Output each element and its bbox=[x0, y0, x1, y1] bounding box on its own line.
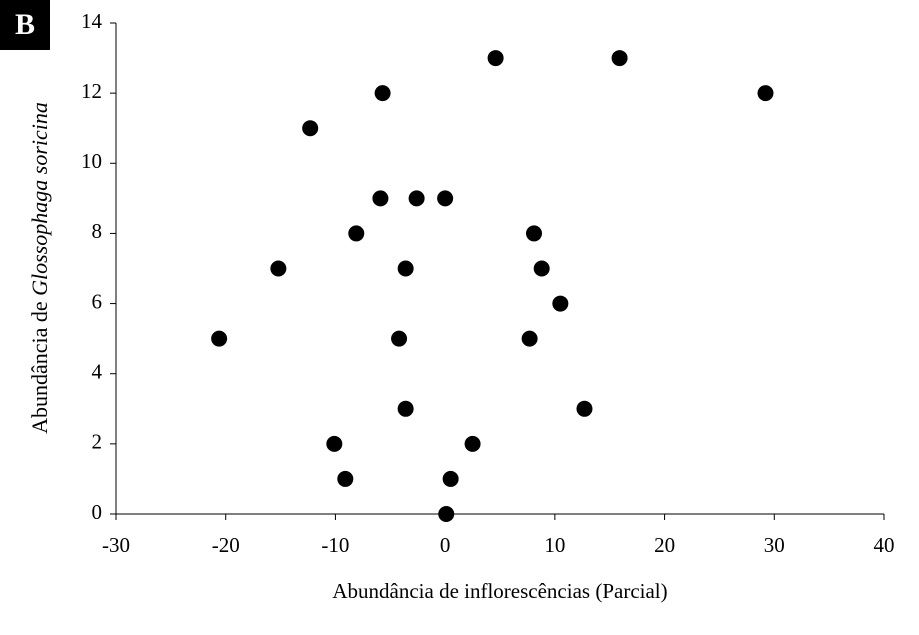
point bbox=[438, 506, 455, 522]
panel-label-box bbox=[0, 0, 50, 50]
y-tick-label: 10 bbox=[81, 149, 102, 173]
point bbox=[526, 225, 543, 242]
y-axis-label-species: Glossophaga soricina bbox=[27, 102, 52, 296]
y-tick-label: 4 bbox=[92, 360, 103, 384]
x-tick-label: 20 bbox=[654, 533, 675, 557]
y-tick-label: 12 bbox=[81, 79, 102, 103]
y-axis-label: Abundância de Glossophaga soricina bbox=[27, 102, 52, 434]
point bbox=[576, 400, 593, 417]
point bbox=[408, 190, 425, 207]
point bbox=[397, 400, 414, 417]
point bbox=[487, 50, 504, 67]
point bbox=[397, 260, 414, 277]
point bbox=[464, 435, 481, 452]
x-tick-label: -30 bbox=[102, 533, 130, 557]
x-tick-label: 40 bbox=[874, 533, 895, 557]
x-tick-label: 10 bbox=[544, 533, 565, 557]
x-tick-label: 30 bbox=[764, 533, 785, 557]
point bbox=[533, 260, 550, 277]
y-tick-label: 0 bbox=[92, 500, 103, 524]
point bbox=[374, 85, 391, 102]
point bbox=[337, 470, 354, 487]
point bbox=[270, 260, 287, 277]
y-tick-label: 14 bbox=[81, 9, 103, 33]
x-tick-label: -20 bbox=[212, 533, 240, 557]
point bbox=[611, 50, 628, 67]
y-tick-label: 2 bbox=[92, 430, 103, 454]
point bbox=[437, 190, 454, 207]
point bbox=[302, 120, 319, 137]
y-axis-label-text: Abundância de bbox=[27, 296, 52, 434]
y-tick-label: 8 bbox=[92, 219, 103, 243]
point bbox=[372, 190, 389, 207]
point bbox=[552, 295, 569, 312]
x-tick-label: 0 bbox=[440, 533, 451, 557]
point bbox=[521, 330, 538, 347]
point bbox=[442, 470, 459, 487]
point bbox=[211, 330, 228, 347]
y-tick-label: 6 bbox=[92, 289, 103, 313]
panel-label: B bbox=[15, 8, 35, 41]
point bbox=[348, 225, 365, 242]
point bbox=[391, 330, 408, 347]
x-tick-label: -10 bbox=[321, 533, 349, 557]
point bbox=[757, 85, 774, 102]
x-axis-label: Abundância de inflorescências (Parcial) bbox=[332, 579, 667, 603]
point bbox=[326, 435, 343, 452]
